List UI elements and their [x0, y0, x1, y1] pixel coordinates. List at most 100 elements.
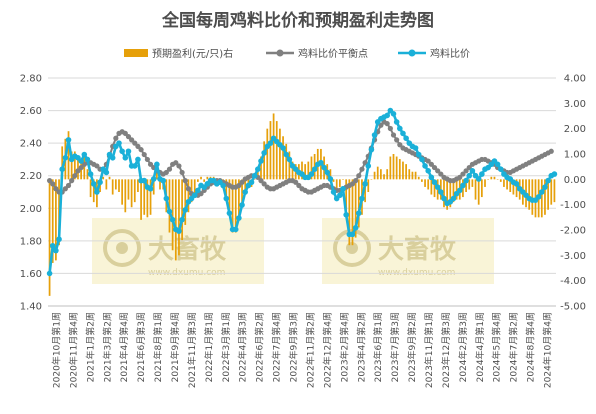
profit-bar	[345, 179, 348, 215]
profit-bar	[127, 179, 130, 200]
x-axis: 2020年10月第1周 2020年11月第4周 2021年1月第2周 2021年3月第…	[48, 305, 556, 388]
ratio-point	[497, 166, 504, 172]
profit-bar	[190, 179, 193, 203]
ratio-point	[46, 270, 53, 277]
profit-bar	[383, 174, 385, 180]
ratio-point	[280, 145, 286, 151]
ratio-point	[283, 151, 290, 158]
profit-bar	[253, 179, 256, 180]
y-left-tick: 2.60	[20, 106, 42, 117]
balance-point	[435, 168, 441, 174]
profit-bar	[301, 161, 303, 180]
balance-point	[185, 186, 192, 192]
balance-point	[65, 182, 72, 189]
x-tick-label: 2022年1月第1周	[203, 312, 215, 382]
ratio-point	[122, 155, 129, 161]
ratio-point	[223, 195, 230, 202]
x-tick-label: 2022年4月第3周	[237, 312, 249, 382]
profit-bar	[515, 179, 518, 198]
profit-bar	[528, 179, 531, 210]
profit-bar	[168, 179, 171, 233]
ratio-point	[551, 171, 558, 177]
profit-bar	[187, 179, 190, 213]
ratio-point	[330, 189, 337, 195]
x-tick-label: 2024年10月第4周	[542, 312, 554, 388]
y-right-tick: -4.00	[560, 276, 586, 287]
balance-point	[141, 151, 147, 158]
x-tick-label: 2021年11月第3周	[186, 312, 198, 388]
ratio-point	[438, 189, 444, 195]
balance-point	[138, 147, 144, 153]
balance-point	[353, 178, 359, 184]
ratio-point	[441, 195, 447, 202]
ratio-point	[150, 176, 157, 182]
balance-point	[261, 181, 267, 187]
ratio-point	[419, 156, 425, 163]
ratio-point	[163, 195, 170, 202]
ratio-point	[415, 151, 422, 158]
ratio-point	[97, 179, 103, 186]
profit-bar	[408, 169, 411, 180]
profit-bar	[206, 176, 209, 180]
balance-point	[176, 163, 182, 169]
profit-bar	[200, 176, 202, 180]
balance-point	[144, 156, 150, 163]
ratio-point	[384, 112, 390, 119]
balance-point	[457, 174, 463, 180]
profit-bar	[553, 179, 556, 203]
profit-bar	[405, 164, 407, 180]
profit-bar	[137, 179, 139, 192]
watermark-brand: 大畜牧	[148, 234, 227, 265]
profit-bar	[424, 179, 426, 187]
profit-bar	[244, 179, 247, 195]
legend-profit-label: 预期盈利(元/只)右	[152, 47, 233, 60]
legend-balance-marker	[276, 49, 284, 57]
ratio-point	[352, 225, 359, 231]
ratio-point	[255, 166, 261, 172]
ratio-point	[327, 176, 334, 182]
ratio-point	[109, 155, 116, 161]
profit-bar	[102, 176, 105, 180]
profit-bar	[544, 179, 546, 215]
ratio-point	[226, 210, 233, 216]
legend-ratio-label: 鸡料比价	[430, 47, 470, 60]
profit-bar	[203, 179, 206, 182]
balance-point	[179, 169, 185, 176]
profit-bar	[83, 156, 86, 180]
ratio-point	[141, 177, 148, 184]
profit-bar	[509, 179, 512, 192]
ratio-point	[242, 189, 249, 195]
profit-bar	[376, 166, 379, 180]
legend-ratio-marker	[408, 49, 416, 57]
balance-point	[129, 137, 135, 143]
profit-bar	[484, 179, 486, 187]
watermark-brand: 大畜牧	[378, 234, 457, 265]
x-tick-label: 2020年10月第1周	[50, 312, 62, 388]
x-tick-label: 2021年1月第2周	[84, 312, 96, 382]
x-tick-label: 2020年11月第4周	[67, 312, 79, 388]
ratio-point	[318, 159, 324, 166]
profit-bar	[133, 179, 136, 203]
balance-point	[356, 173, 362, 179]
profit-bar	[105, 179, 108, 190]
ratio-point	[349, 231, 356, 238]
balance-point	[122, 130, 128, 136]
ratio-point	[131, 163, 138, 169]
ratio-point	[84, 156, 91, 163]
x-tick-label: 2024年4月第1周	[474, 312, 486, 382]
profit-bar	[152, 179, 155, 195]
x-tick-label: 2022年7月第4周	[271, 312, 283, 382]
profit-bar	[266, 128, 269, 180]
balance-point	[147, 161, 154, 167]
profit-bar	[108, 176, 111, 180]
ratio-point	[324, 169, 331, 176]
balance-point	[94, 163, 100, 169]
balance-point	[46, 178, 53, 184]
ratio-point	[147, 185, 154, 192]
x-tick-label: 2022年9月第3周	[288, 312, 300, 382]
legend: 预期盈利(元/只)右 鸡料比价平衡点 鸡料比价	[124, 47, 470, 60]
balance-point	[390, 132, 397, 138]
y-right-tick: -1.00	[560, 200, 586, 211]
